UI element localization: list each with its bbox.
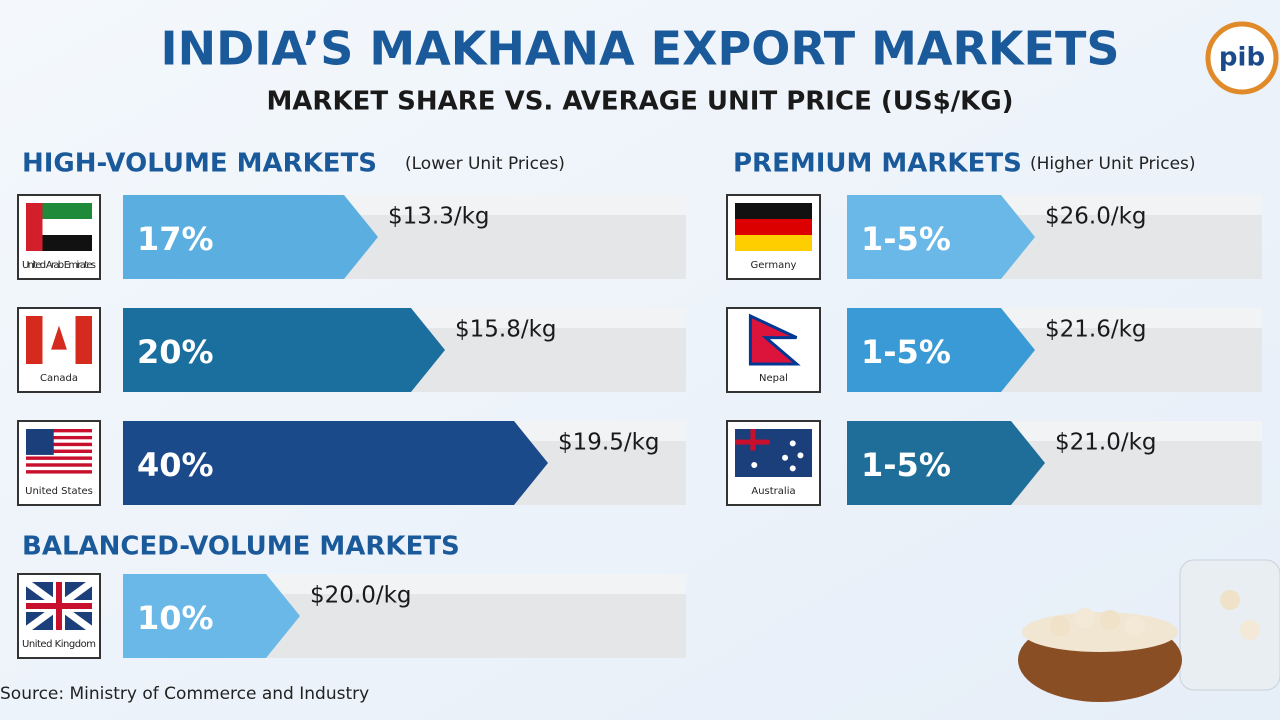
share-bar (123, 195, 378, 279)
section-note: (Higher Unit Prices) (1030, 154, 1196, 174)
flag-star (782, 454, 789, 461)
section-heading: HIGH-VOLUME MARKETS (22, 149, 377, 179)
market-row: Germany 1-5% $26.0/kg (726, 194, 1262, 280)
flag-field (748, 313, 801, 366)
flag-star (797, 452, 804, 459)
price-label: $21.6/kg (1045, 317, 1147, 343)
flag-star (751, 462, 758, 468)
share-bar (123, 308, 445, 392)
section-heading: BALANCED-VOLUME MARKETS (22, 532, 460, 562)
subtitle: MARKET SHARE VS. AVERAGE UNIT PRICE (US$… (266, 87, 1013, 117)
price-label: $13.3/kg (388, 204, 490, 230)
flag-star (789, 465, 796, 472)
market-row: Canada 20% $15.8/kg (17, 307, 686, 393)
flag-stripe (26, 203, 43, 251)
title: INDIA’S MAKHANA EXPORT MARKETS (161, 22, 1120, 76)
flag-stripe (26, 463, 92, 467)
flag-stripe (735, 235, 812, 251)
share-label: 1-5% (861, 446, 951, 484)
makhana-bowl (1018, 559, 1280, 702)
share-bar (847, 308, 1035, 392)
flag-stripe (735, 203, 812, 219)
flag-stripe (26, 429, 92, 433)
share-label: 17% (137, 220, 214, 258)
share-bar (847, 421, 1045, 505)
share-label: 1-5% (861, 220, 951, 258)
market-row: United Kingdom 10% $20.0/kg (17, 573, 686, 659)
flag-stripe (26, 442, 92, 447)
share-bar (847, 195, 1035, 279)
flag-leaf (51, 325, 67, 350)
flag-canton (26, 429, 54, 455)
share-label: 10% (137, 599, 214, 637)
country-label: United Kingdom (22, 639, 96, 650)
source: Source: Ministry of Commerce and Industr… (0, 684, 369, 704)
country-label: Australia (751, 486, 795, 497)
share-label: 40% (137, 446, 214, 484)
section-heading: PREMIUM MARKETS (733, 149, 1022, 179)
price-label: $15.8/kg (455, 317, 557, 343)
svg-text:pib: pib (1219, 43, 1265, 73)
section-note: (Lower Unit Prices) (405, 154, 565, 174)
flag-stripe (26, 456, 92, 460)
flag-stripe (26, 432, 92, 436)
price-label: $19.5/kg (558, 430, 660, 456)
flag-stripe (26, 449, 92, 453)
market-row: United States 40% $19.5/kg (17, 420, 686, 506)
flag-stripe (735, 219, 812, 235)
price-label: $26.0/kg (1045, 204, 1147, 230)
country-label: United Arab Emirates (22, 260, 96, 271)
flag-stripe (26, 470, 92, 474)
share-bar (123, 574, 300, 658)
flag-stripe (75, 316, 92, 364)
country-label: Canada (40, 373, 78, 384)
country-label: United States (25, 486, 93, 497)
market-row: United Arab Emirates 17% $13.3/kg (17, 194, 686, 280)
market-row: Australia 1-5% $21.0/kg (726, 420, 1262, 506)
flag-cross (56, 582, 62, 630)
price-label: $21.0/kg (1055, 430, 1157, 456)
country-label: Germany (751, 260, 797, 271)
share-bar (123, 421, 548, 505)
country-label: Nepal (759, 373, 788, 384)
flag-stripe (26, 316, 43, 364)
share-label: 20% (137, 333, 214, 371)
logo: pib (1205, 21, 1279, 95)
share-label: 1-5% (861, 333, 951, 371)
price-label: $20.0/kg (310, 583, 412, 609)
flag-cross (750, 429, 756, 451)
flag-stripe (26, 435, 92, 440)
flag-star (789, 440, 796, 447)
market-row: Nepal 1-5% $21.6/kg (726, 307, 1262, 393)
